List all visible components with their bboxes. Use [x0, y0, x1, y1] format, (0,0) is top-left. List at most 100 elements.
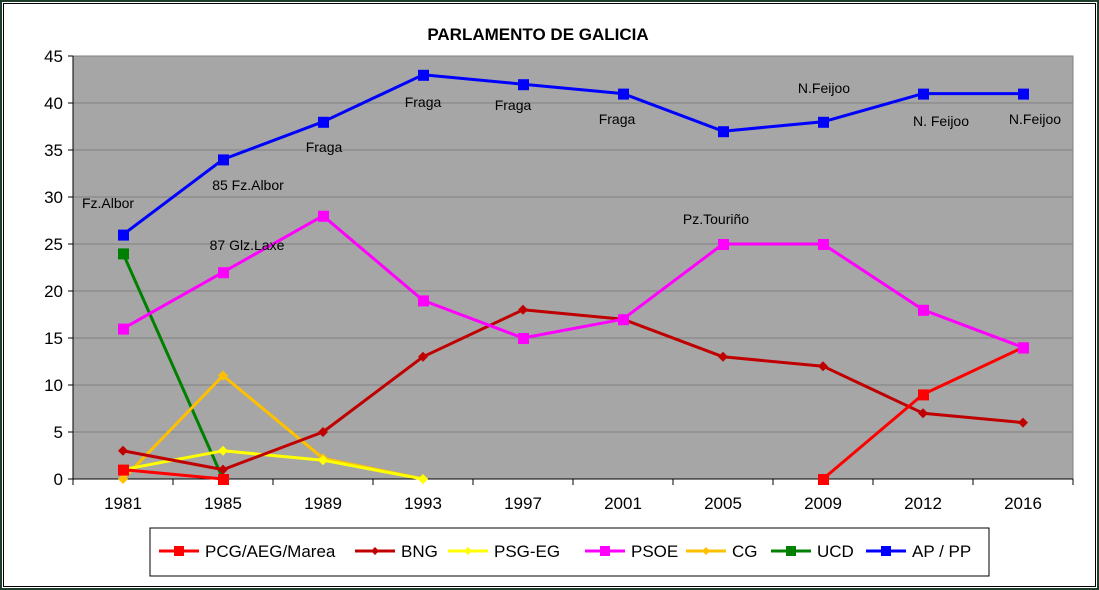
- data-point: [918, 389, 929, 401]
- legend-square-marker-icon: [881, 546, 891, 556]
- y-axis: 0 5 10 15 20 25 30 35 40 45: [44, 47, 74, 489]
- series-line: [122, 308, 1024, 472]
- data-point: [518, 79, 529, 91]
- legend-item: PCG/AEG/Marea: [159, 542, 336, 561]
- data-point: [218, 267, 229, 279]
- data-point: [818, 239, 829, 250]
- data-point: [718, 239, 729, 250]
- data-point: [1018, 342, 1029, 354]
- legend-label: PSG-EG: [494, 542, 560, 561]
- data-point: [418, 295, 429, 307]
- data-point: [318, 427, 328, 437]
- y-tick-label: 5: [54, 423, 63, 442]
- data-point: [118, 474, 128, 484]
- legend-label: PCG/AEG/Marea: [205, 542, 336, 561]
- data-point: [318, 116, 329, 128]
- data-point: [518, 333, 529, 344]
- data-point: [318, 455, 328, 466]
- data-point: [118, 445, 128, 456]
- series-bng: [118, 304, 1028, 475]
- y-tick-label: 0: [54, 470, 63, 489]
- data-point: [718, 351, 728, 362]
- legend-item: CG: [686, 542, 758, 561]
- data-point: [218, 370, 228, 381]
- data-label: N.Feijoo: [798, 80, 850, 96]
- data-point: [118, 248, 129, 260]
- data-label: N. Feijoo: [913, 113, 969, 129]
- legend-item: UCD: [771, 542, 854, 561]
- y-tick-label: 10: [44, 376, 63, 395]
- data-point: [418, 69, 429, 81]
- data-label: 87 Glz.Laxe: [210, 237, 285, 253]
- x-tick-label: 2012: [904, 494, 942, 513]
- y-tick-label: 30: [44, 188, 63, 207]
- legend-label: AP / PP: [912, 542, 971, 561]
- series-line: [121, 252, 225, 480]
- legend-label: PSOE: [631, 542, 678, 561]
- data-point: [118, 229, 129, 241]
- data-point: [618, 314, 629, 326]
- legend-box: [149, 527, 990, 577]
- legend-square-marker-icon: [174, 546, 184, 556]
- x-tick-label: 1985: [204, 494, 242, 513]
- legend-diamond-marker-icon: [464, 547, 472, 555]
- series-line: [122, 468, 224, 481]
- data-point: [918, 88, 929, 100]
- data-point: [818, 361, 828, 372]
- legend-item: BNG: [355, 542, 438, 561]
- series-line: [122, 73, 1023, 236]
- x-tick-label: 1997: [504, 494, 542, 513]
- data-point: [518, 304, 528, 315]
- legend-label: CG: [732, 542, 758, 561]
- x-tick-label: 1981: [104, 494, 142, 513]
- data-label: 85 Fz.Albor: [212, 177, 284, 193]
- data-point: [318, 210, 329, 222]
- x-tick-label: 2001: [604, 494, 642, 513]
- data-point: [918, 408, 928, 419]
- legend-label: BNG: [401, 542, 438, 561]
- legend-square-marker-icon: [600, 546, 610, 556]
- series-layer: [118, 69, 1029, 485]
- legend: PCG/AEG/Marea BNG PSG-EG PSOE CG UCD AP / PP: [149, 527, 990, 577]
- data-point: [418, 351, 428, 362]
- y-tick-label: 45: [44, 47, 63, 66]
- data-label: Fraga: [495, 97, 532, 113]
- data-point: [718, 126, 729, 138]
- legend-item: PSG-EG: [448, 542, 560, 561]
- series-line: [122, 214, 1024, 349]
- data-point: [218, 464, 228, 475]
- x-tick-label: 1993: [404, 494, 442, 513]
- legend-item: AP / PP: [866, 542, 971, 561]
- data-label: Fraga: [405, 94, 442, 110]
- data-point: [1018, 88, 1029, 100]
- y-tick-label: 35: [44, 141, 63, 160]
- x-tick-label: 2005: [704, 494, 742, 513]
- data-point: [1018, 417, 1028, 428]
- legend-item: PSOE: [585, 542, 678, 561]
- data-point: [118, 464, 129, 476]
- series-psoe: [118, 210, 1029, 354]
- legend-label: UCD: [817, 542, 854, 561]
- data-point: [818, 116, 829, 128]
- series-ap-pp: [118, 69, 1029, 241]
- x-tick-label: 2016: [1004, 494, 1042, 513]
- x-axis: 1981 1985 1989 1993 1997 2001 2005 2009 2012 2016: [72, 478, 1074, 513]
- data-label: Pz.Touriño: [683, 211, 749, 227]
- legend-square-marker-icon: [786, 546, 796, 556]
- y-tick-label: 25: [44, 235, 63, 254]
- data-point: [218, 154, 229, 166]
- y-tick-label: 15: [44, 329, 63, 348]
- legend-diamond-marker-icon: [371, 547, 379, 555]
- data-label: Fz.Albor: [82, 195, 134, 211]
- data-point: [818, 474, 829, 485]
- data-label: N.Feijoo: [1009, 111, 1061, 127]
- data-point: [118, 323, 129, 335]
- data-point: [918, 304, 929, 316]
- legend-diamond-marker-icon: [702, 547, 710, 555]
- chart-title: PARLAMENTO DE GALICIA: [427, 25, 648, 44]
- x-tick-label: 1989: [304, 494, 342, 513]
- y-tick-label: 40: [44, 94, 63, 113]
- y-tick-label: 20: [44, 282, 63, 301]
- x-tick-label: 2009: [804, 494, 842, 513]
